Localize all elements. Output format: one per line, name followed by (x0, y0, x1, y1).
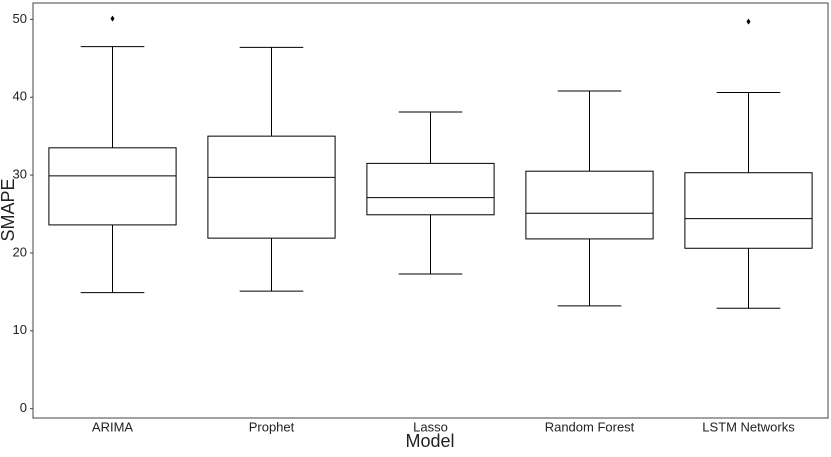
y-tick-label: 20 (13, 244, 27, 259)
plot-frame (32, 2, 829, 419)
outlier (746, 18, 751, 25)
y-tick-label: 50 (13, 11, 27, 26)
x-tick-label: ARIMA (92, 419, 134, 434)
y-axis-title: SMAPE (0, 178, 18, 241)
y-tick-label: 40 (13, 89, 27, 104)
box (684, 172, 813, 249)
box (207, 135, 336, 239)
y-tick-label: 0 (20, 400, 27, 415)
outlier (110, 15, 115, 22)
x-tick-label: LSTM Networks (702, 419, 795, 434)
box (366, 162, 495, 216)
y-tick-label: 10 (13, 322, 27, 337)
box (48, 147, 177, 226)
x-tick-label: Random Forest (545, 419, 635, 434)
x-axis-title: Model (405, 431, 454, 451)
x-tick-label: Prophet (249, 419, 295, 434)
x-tick-label: Lasso (413, 419, 448, 434)
y-tick-label: 30 (13, 167, 27, 182)
box (525, 170, 654, 240)
